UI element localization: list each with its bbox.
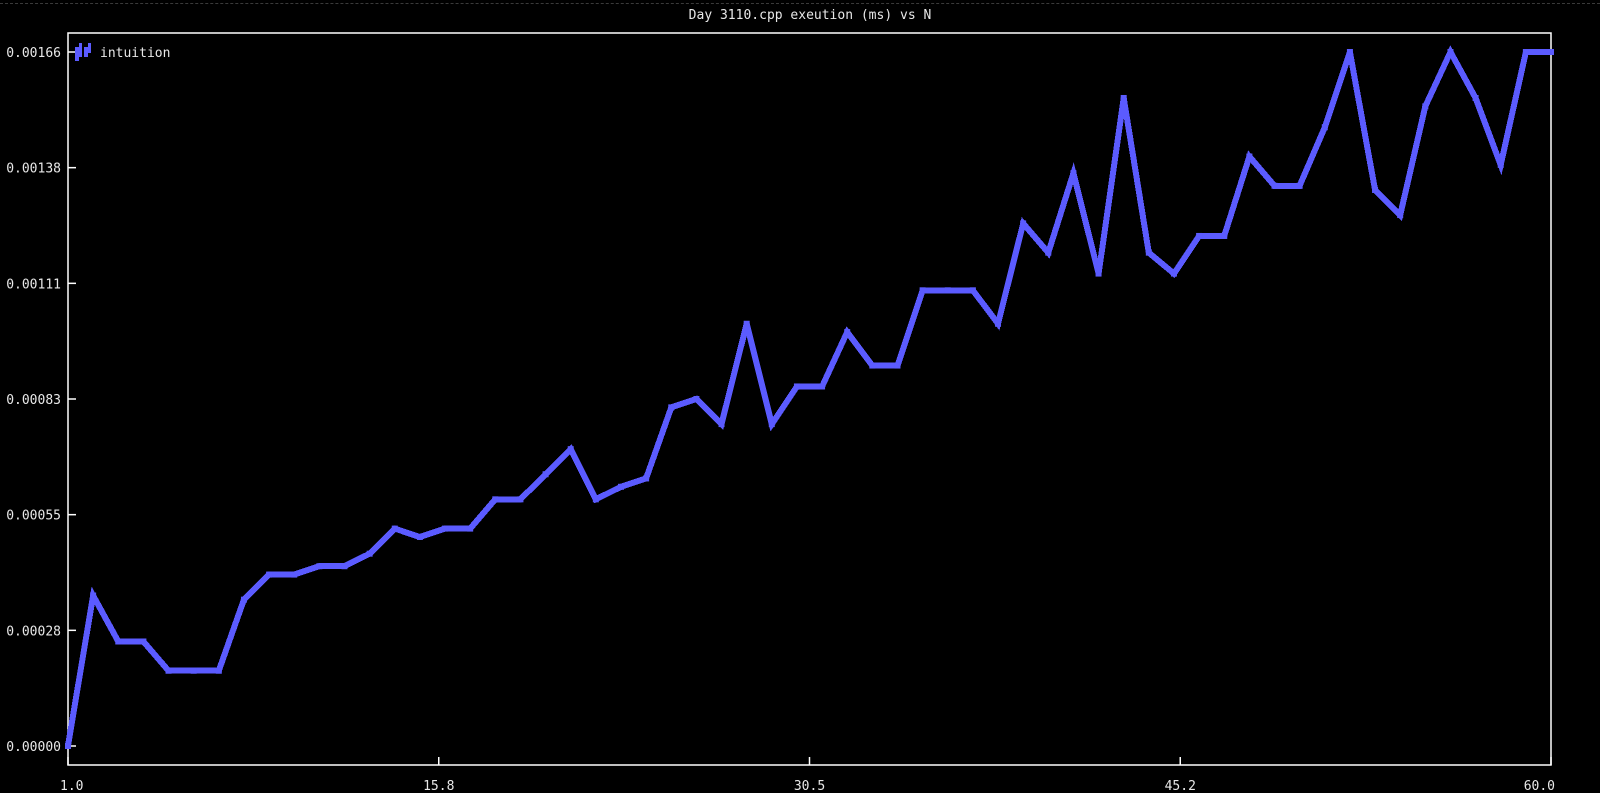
data-point xyxy=(1522,49,1529,55)
data-point xyxy=(240,596,247,603)
data-point xyxy=(1346,49,1353,55)
data-point xyxy=(291,571,298,578)
data-point xyxy=(844,329,851,336)
data-point xyxy=(1196,232,1203,239)
y-tick-label: 0.00055 xyxy=(6,509,61,524)
data-point xyxy=(1145,249,1152,256)
data-point xyxy=(995,320,1002,327)
x-tick-label: 30.5 xyxy=(794,779,825,793)
data-point xyxy=(1321,124,1328,131)
data-point xyxy=(1120,94,1127,101)
data-point xyxy=(1246,153,1253,160)
data-point xyxy=(1296,182,1303,189)
data-point xyxy=(1472,94,1479,101)
y-tick-label: 0.00028 xyxy=(6,624,61,639)
data-point xyxy=(743,320,750,327)
data-point xyxy=(768,421,775,428)
legend: intuition xyxy=(75,43,170,61)
data-point xyxy=(1497,161,1504,168)
data-point xyxy=(115,638,122,645)
plot-frame xyxy=(67,32,1552,766)
data-point xyxy=(165,667,172,674)
series-line-intuition xyxy=(65,45,1551,747)
y-tick-label: 0.00138 xyxy=(6,162,61,177)
data-point xyxy=(416,533,423,540)
y-tick-label: 0.00166 xyxy=(6,46,61,61)
x-tick-label: 45.2 xyxy=(1165,779,1196,793)
data-point xyxy=(1548,49,1554,55)
data-point xyxy=(190,667,197,674)
data-point xyxy=(341,563,348,570)
data-point xyxy=(1271,182,1278,189)
y-tick-label: 0.00083 xyxy=(6,393,61,408)
data-point xyxy=(1045,249,1052,256)
data-point xyxy=(1372,186,1379,193)
x-axis: 1.0 15.8 30.5 45.2 60.0 xyxy=(60,757,1555,793)
data-point xyxy=(869,362,876,369)
data-point xyxy=(90,592,97,599)
data-point xyxy=(592,496,599,503)
data-point xyxy=(1422,103,1429,110)
data-point xyxy=(467,525,474,532)
data-point xyxy=(492,496,499,503)
data-point xyxy=(65,743,71,749)
data-point xyxy=(442,525,449,532)
data-point xyxy=(1447,49,1454,55)
data-point xyxy=(140,638,147,645)
chart-title: Day 3110.cpp exeution (ms) vs N xyxy=(689,8,932,23)
data-point xyxy=(316,563,323,570)
data-point xyxy=(819,383,826,390)
x-tick-label: 15.8 xyxy=(423,779,454,793)
data-point xyxy=(969,287,976,294)
data-point xyxy=(793,383,800,390)
data-point xyxy=(718,421,725,428)
data-point xyxy=(266,571,273,578)
data-point xyxy=(1070,170,1077,177)
x-tick-label: 1.0 xyxy=(60,779,83,793)
data-point xyxy=(643,475,650,482)
data-point xyxy=(1221,232,1228,239)
data-point xyxy=(894,362,901,369)
y-tick-label: 0.00000 xyxy=(6,740,61,755)
data-point xyxy=(1095,270,1102,277)
legend-label: intuition xyxy=(100,46,170,61)
data-point xyxy=(693,396,700,402)
data-point xyxy=(617,483,624,490)
legend-swatch xyxy=(75,43,91,61)
data-point xyxy=(542,471,549,478)
data-point xyxy=(668,404,675,411)
data-point xyxy=(944,287,951,294)
data-point xyxy=(366,550,373,557)
data-point xyxy=(567,446,574,453)
data-point xyxy=(919,287,926,294)
top-border-line xyxy=(0,3,1600,4)
data-point xyxy=(517,496,524,503)
series-layer xyxy=(65,45,1554,749)
x-tick-label: 60.0 xyxy=(1524,779,1555,793)
data-point xyxy=(391,525,398,532)
data-point xyxy=(215,667,222,674)
data-point xyxy=(1397,212,1404,219)
y-tick-label: 0.00111 xyxy=(6,277,61,292)
y-axis: 0.00000 0.00028 0.00055 0.00083 0.00111 0.001… xyxy=(6,46,76,755)
data-point xyxy=(1020,220,1027,227)
data-point xyxy=(1170,270,1177,277)
